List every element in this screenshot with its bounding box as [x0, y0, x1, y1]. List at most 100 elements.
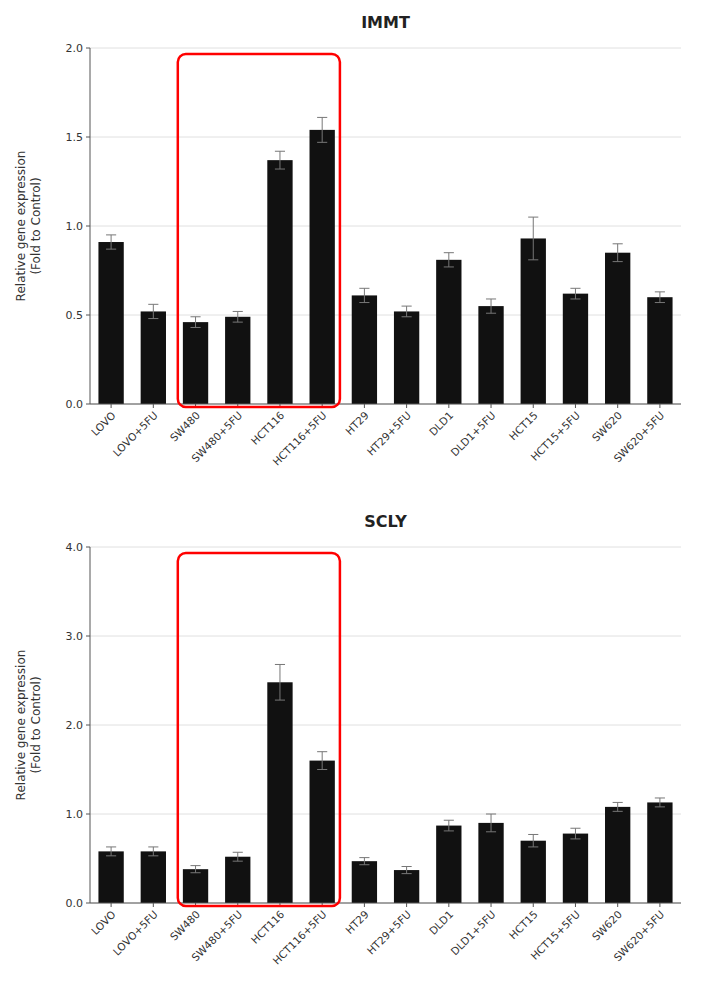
x-tick-label: HT29 [343, 409, 371, 437]
x-tick-label: HCT15 [507, 908, 540, 941]
error-cap [528, 259, 538, 260]
y-tick-label: 1.0 [66, 808, 84, 821]
highlight-box [178, 553, 340, 906]
x-tick [617, 404, 618, 408]
x-tick-label: SW620 [589, 409, 624, 444]
x-tick-label: SW620+5FU [611, 409, 666, 464]
error-bar [359, 858, 369, 865]
error-stem [279, 664, 280, 700]
error-stem [153, 304, 154, 318]
error-bar [233, 311, 243, 322]
y-tick [86, 315, 90, 316]
marks [98, 664, 672, 903]
error-stem [279, 151, 280, 169]
x-tick-label: DLD1 [427, 409, 456, 438]
title: SCLY [364, 512, 407, 531]
error-cap [359, 302, 369, 303]
error-bar [613, 244, 623, 262]
bar [183, 869, 208, 903]
y-axis-label: Relative gene expression(Fold to Control… [14, 650, 43, 801]
error-bar [190, 866, 200, 873]
x-tick [659, 903, 660, 907]
error-cap [275, 151, 285, 152]
error-stem [153, 847, 154, 856]
error-cap [233, 311, 243, 312]
x-tick-label: HT29+5FU [364, 908, 413, 957]
x-tick-label: DLD1+5FU [448, 409, 497, 458]
y-tick [86, 48, 90, 49]
error-cap [486, 814, 496, 815]
x-tick [448, 404, 449, 408]
error-bar [528, 834, 538, 846]
y-axis-label-line: (Fold to Control) [29, 177, 43, 274]
x-tick [491, 404, 492, 408]
error-bar [570, 828, 580, 839]
y-tick-label: 1.5 [66, 131, 84, 144]
error-cap [655, 302, 665, 303]
error-cap [570, 838, 580, 839]
error-stem [322, 117, 323, 142]
error-bar [444, 820, 454, 831]
error-cap [444, 252, 454, 253]
y-tick [86, 636, 90, 637]
bar [352, 861, 377, 903]
bar [563, 834, 588, 903]
grid-line [90, 547, 681, 548]
error-cap [570, 288, 580, 289]
y-axis-label-line: Relative gene expression [14, 151, 28, 302]
error-cap [275, 700, 285, 701]
chart: SCLY Relative gene expression(Fold to Con… [14, 512, 682, 967]
error-bar [148, 847, 158, 856]
error-bar [359, 288, 369, 302]
error-cap [444, 266, 454, 267]
error-bar [655, 292, 665, 303]
error-cap [613, 802, 623, 803]
error-stem [617, 244, 618, 262]
error-bar [402, 867, 412, 874]
x-tick [448, 903, 449, 907]
y-tick-label: 3.0 [66, 630, 84, 643]
y-axis-line [90, 547, 91, 903]
bar [267, 160, 292, 404]
error-bar [106, 235, 116, 249]
y-tick [86, 226, 90, 227]
bar [141, 851, 166, 903]
error-stem [322, 752, 323, 770]
error-stem [195, 317, 196, 328]
bar [478, 306, 503, 404]
y-tick-label: 2.0 [66, 719, 84, 732]
error-stem [111, 847, 112, 856]
y-tick-label: 1.0 [66, 220, 84, 233]
error-bar [613, 802, 623, 811]
error-cap [190, 865, 200, 866]
bar [225, 317, 250, 404]
bar [563, 294, 588, 404]
x-tick [575, 903, 576, 907]
error-bar [444, 253, 454, 267]
error-cap [613, 243, 623, 244]
y-tick [86, 547, 90, 548]
error-stem [533, 834, 534, 846]
error-cap [570, 828, 580, 829]
error-cap [148, 846, 158, 847]
error-bar [106, 847, 116, 856]
bar [436, 260, 461, 404]
error-stem [237, 852, 238, 861]
error-cap [359, 864, 369, 865]
error-stem [448, 820, 449, 831]
error-cap [317, 117, 327, 118]
x-tick [364, 903, 365, 907]
error-cap [528, 834, 538, 835]
error-cap [317, 142, 327, 143]
error-cap [106, 855, 116, 856]
x-tick [617, 903, 618, 907]
bar [478, 823, 503, 903]
error-cap [486, 298, 496, 299]
bar [605, 807, 630, 903]
x-tick [491, 903, 492, 907]
x-tick [153, 404, 154, 408]
error-cap [275, 169, 285, 170]
error-bar [402, 306, 412, 317]
y-tick [86, 903, 90, 904]
error-bar [190, 317, 200, 328]
